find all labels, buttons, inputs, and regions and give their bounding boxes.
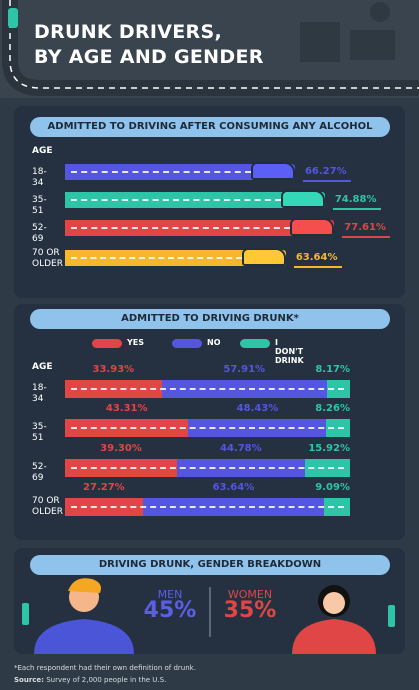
value-label: 15.92% (308, 443, 350, 454)
value-label: 57.91% (223, 364, 266, 375)
value-underline (342, 236, 391, 238)
y-tick-label: 52-69 (32, 223, 47, 244)
page-title: DRUNK DRIVERS, BY AGE AND GENDER (34, 21, 264, 68)
y-tick-label: 35-51 (32, 195, 47, 216)
bar-dash (71, 199, 281, 201)
big-value: 45% (143, 598, 197, 623)
value-label: 27.27% (83, 482, 125, 493)
chart-title: DRIVING DRUNK, GENDER BREAKDOWN (30, 555, 390, 575)
legend-swatch (172, 339, 202, 348)
chart-title: ADMITTED TO DRIVING AFTER CONSUMING ANY … (30, 117, 390, 137)
y-tick-label: 70 OR OLDER (32, 496, 63, 517)
car (290, 218, 335, 236)
value-label: 63.64% (295, 252, 338, 263)
header: DRUNK DRIVERS, BY AGE AND GENDER (0, 0, 419, 98)
bar-dash (71, 467, 344, 469)
value-label: 43.31% (105, 403, 148, 414)
value-label: 39.30% (100, 443, 142, 454)
y-tick-label: 18-34 (32, 383, 47, 404)
value-label: 74.88% (334, 194, 377, 205)
y-tick-label: 35-51 (32, 422, 47, 443)
value-label: 8.17% (315, 364, 351, 375)
value-label: 63.64% (212, 482, 255, 493)
value-underline (302, 180, 351, 182)
value-underline (293, 266, 342, 268)
legend-swatch (92, 339, 122, 348)
value-label: 44.78% (219, 443, 262, 454)
source: Source: Survey of 2,000 people in the U.… (14, 676, 166, 684)
people-illustration (22, 578, 395, 654)
value-label: 66.27% (304, 166, 347, 177)
big-value: 35% (223, 598, 277, 623)
car (280, 190, 325, 208)
source-label: Source: (14, 676, 44, 684)
axis-label: AGE (32, 146, 53, 156)
y-tick-label: 52-69 (32, 462, 47, 483)
bar-dash (71, 171, 251, 173)
y-tick-label: 70 OR OLDER (32, 248, 63, 269)
value-label: 33.93% (92, 364, 135, 375)
bar-dash (71, 506, 344, 508)
group-label: WOMEN (227, 588, 273, 601)
axis-label: AGE (32, 362, 53, 372)
bar-dash (71, 388, 345, 390)
legend-label: I DON'T DRINK (275, 338, 304, 365)
legend-label: YES (127, 338, 145, 347)
y-tick-label: 18-34 (32, 167, 47, 188)
value-label: 8.26% (315, 403, 350, 414)
car (241, 248, 286, 266)
value-underline (332, 208, 381, 210)
car (250, 162, 295, 180)
value-label: 48.43% (236, 403, 279, 414)
road-decoration (2, 0, 419, 96)
chart-title: ADMITTED TO DRIVING DRUNK* (30, 309, 390, 329)
source-text: Survey of 2,000 people in the U.S. (46, 676, 167, 684)
value-label: 9.09% (315, 482, 350, 493)
bar-dash (71, 227, 291, 229)
legend-swatch (240, 339, 270, 348)
footnote: *Each respondent had their own definitio… (14, 664, 196, 672)
bar-dash (71, 427, 344, 429)
legend-label: NO (207, 338, 221, 347)
value-label: 77.61% (344, 222, 386, 233)
bar-dash (71, 257, 242, 259)
group-label: MEN (157, 588, 183, 601)
